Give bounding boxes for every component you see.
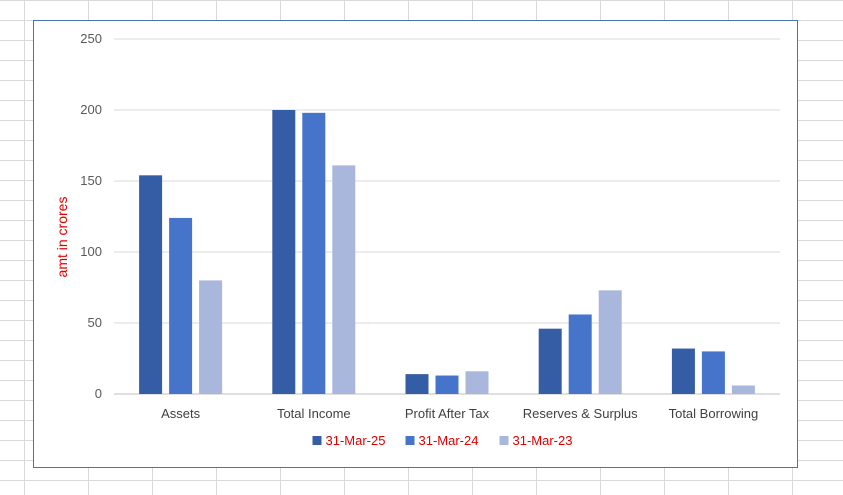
legend-label: 31-Mar-25 bbox=[326, 433, 386, 448]
bar bbox=[671, 348, 695, 394]
bar bbox=[538, 328, 562, 394]
bar bbox=[568, 314, 592, 394]
x-axis-categories: Assets Total Income Profit After Tax Reserv… bbox=[161, 406, 758, 421]
legend-swatch bbox=[405, 436, 415, 445]
gridlines bbox=[114, 38, 780, 395]
bar bbox=[332, 165, 356, 394]
chart-frame: 0 50 100 150 200 250 amt in crores Assets Tota… bbox=[33, 20, 798, 468]
bar bbox=[598, 290, 622, 394]
legend: 31-Mar-25 31-Mar-24 31-Mar-23 bbox=[312, 433, 573, 448]
bar bbox=[435, 375, 459, 394]
bar bbox=[139, 175, 163, 394]
y-tick-label: 0 bbox=[95, 386, 102, 401]
y-tick-label: 250 bbox=[80, 31, 102, 46]
y-tick-label: 100 bbox=[80, 244, 102, 259]
y-tick-label: 200 bbox=[80, 102, 102, 117]
bar bbox=[302, 112, 326, 394]
bar bbox=[199, 280, 223, 394]
y-tick-label: 50 bbox=[88, 315, 102, 330]
bar bbox=[272, 110, 296, 394]
y-tick-label: 150 bbox=[80, 173, 102, 188]
bar bbox=[465, 371, 489, 394]
bar bbox=[731, 385, 755, 394]
bars bbox=[139, 110, 755, 394]
legend-label: 31-Mar-24 bbox=[419, 433, 479, 448]
x-category-label: Total Income bbox=[277, 406, 351, 421]
legend-swatch bbox=[312, 436, 322, 445]
legend-label: 31-Mar-23 bbox=[513, 433, 573, 448]
x-category-label: Profit After Tax bbox=[405, 406, 490, 421]
bar-chart: 0 50 100 150 200 250 amt in crores Assets Tota… bbox=[54, 31, 780, 448]
bar bbox=[169, 217, 193, 394]
y-axis-ticks: 0 50 100 150 200 250 bbox=[80, 31, 102, 401]
y-axis-label: amt in crores bbox=[54, 197, 70, 278]
bar bbox=[405, 374, 429, 394]
x-category-label: Assets bbox=[161, 406, 201, 421]
legend-swatch bbox=[499, 436, 509, 445]
x-category-label: Reserves & Surplus bbox=[523, 406, 638, 421]
x-category-label: Total Borrowing bbox=[669, 406, 759, 421]
bar bbox=[701, 351, 725, 394]
